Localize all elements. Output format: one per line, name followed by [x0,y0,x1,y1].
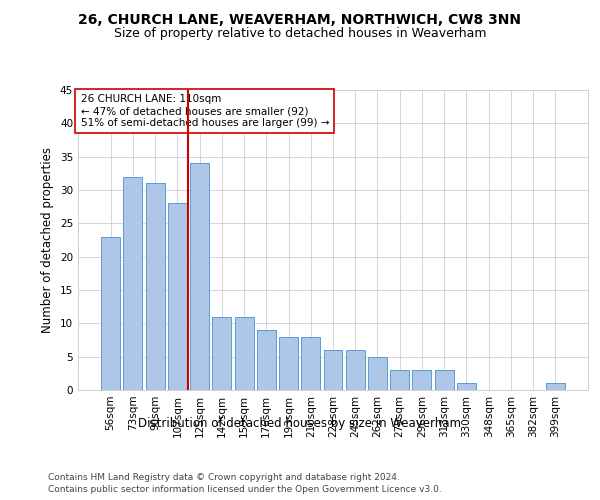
Y-axis label: Number of detached properties: Number of detached properties [41,147,55,333]
Text: Contains HM Land Registry data © Crown copyright and database right 2024.: Contains HM Land Registry data © Crown c… [48,472,400,482]
Bar [190,164,209,390]
Bar [212,316,231,390]
Bar [146,184,164,390]
Text: 26, CHURCH LANE, WEAVERHAM, NORTHWICH, CW8 3NN: 26, CHURCH LANE, WEAVERHAM, NORTHWICH, C… [79,12,521,26]
Bar [457,384,476,390]
Text: 26 CHURCH LANE: 110sqm
← 47% of detached houses are smaller (92)
51% of semi-det: 26 CHURCH LANE: 110sqm ← 47% of detached… [80,94,329,128]
Bar [257,330,276,390]
Bar [279,336,298,390]
Bar [235,316,254,390]
Bar [124,176,142,390]
Bar [546,384,565,390]
Bar [435,370,454,390]
Text: Size of property relative to detached houses in Weaverham: Size of property relative to detached ho… [114,28,486,40]
Bar [390,370,409,390]
Bar [101,236,120,390]
Bar [368,356,387,390]
Text: Contains public sector information licensed under the Open Government Licence v3: Contains public sector information licen… [48,485,442,494]
Bar [323,350,343,390]
Text: Distribution of detached houses by size in Weaverham: Distribution of detached houses by size … [139,418,461,430]
Bar [168,204,187,390]
Bar [301,336,320,390]
Bar [412,370,431,390]
Bar [346,350,365,390]
